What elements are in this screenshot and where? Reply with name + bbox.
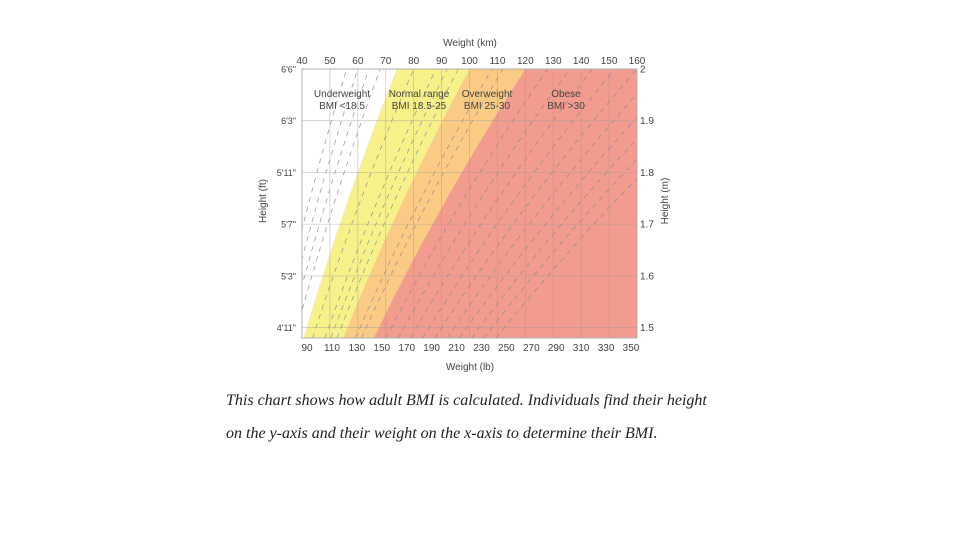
bmi-lines — [302, 69, 637, 338]
band-normal-range — [303, 69, 470, 338]
right-tick-label: 1.9 — [640, 116, 654, 127]
bmi-line-34 — [397, 69, 571, 338]
bottom-tick-label: 330 — [598, 343, 615, 354]
band-name-label: Normal range — [389, 89, 450, 100]
bmi-line-36 — [410, 69, 593, 338]
bmi-line-38 — [422, 69, 616, 338]
bottom-tick-label: 350 — [623, 343, 640, 354]
left-tick-label: 6'3" — [281, 116, 296, 126]
bottom-axis-tick-labels: 90 110 130 150 170 190 210 230 250 270 290 310 330 35… — [301, 343, 639, 354]
top-tick-label: 90 — [436, 56, 448, 67]
band-overweight — [343, 69, 526, 338]
bmi-line-16 — [302, 69, 370, 288]
right-axis-tick-labels: 2 1.9 1.8 1.7 1.6 1.5 — [640, 65, 654, 335]
bmi-line-32 — [385, 69, 549, 338]
right-tick-label: 1.7 — [640, 220, 654, 231]
left-tick-label: 6'6" — [281, 65, 296, 75]
bottom-tick-label: 90 — [301, 343, 313, 354]
bmi-chart: 40 50 60 70 80 90 100 110 120 130 140 150 160 90 110 1… — [258, 38, 671, 373]
bmi-line-28 — [361, 69, 504, 338]
bottom-tick-label: 170 — [398, 343, 415, 354]
bmi-line-20 — [312, 69, 415, 338]
bmi-line-24 — [336, 69, 459, 338]
bottom-axis-label: Weight (lb) — [446, 362, 494, 373]
bottom-tick-label: 210 — [448, 343, 465, 354]
band-range-label: BMI >30 — [547, 101, 585, 112]
right-tick-label: 1.8 — [640, 168, 654, 179]
bottom-tick-label: 270 — [523, 343, 540, 354]
right-tick-label: 1.5 — [640, 323, 654, 334]
top-tick-label: 120 — [517, 56, 534, 67]
bottom-tick-label: 150 — [373, 343, 390, 354]
bmi-line-27 — [355, 69, 493, 338]
top-tick-label: 160 — [629, 56, 646, 67]
band-range-label: BMI <18.5 — [319, 101, 365, 112]
band-range-label: BMI 25-30 — [464, 101, 511, 112]
left-tick-label: 4'11" — [277, 323, 296, 333]
top-axis-tick-labels: 40 50 60 70 80 90 100 110 120 130 140 150 160 — [296, 56, 645, 67]
band-name-label: Obese — [551, 89, 581, 100]
bottom-tick-label: 290 — [548, 343, 565, 354]
band-range-label: BMI 18.5-25 — [392, 101, 447, 112]
bmi-line-42 — [446, 93, 637, 338]
top-axis-label: Weight (km) — [443, 38, 497, 49]
bmi-line-14 — [302, 69, 348, 231]
plot-frame — [301, 68, 638, 339]
band-obese — [373, 69, 637, 338]
left-axis-label: Height (ft) — [258, 179, 269, 223]
bottom-tick-label: 310 — [573, 343, 590, 354]
left-tick-label: 5'11" — [277, 168, 296, 178]
band-name-label: Underweight — [314, 89, 370, 100]
bmi-line-23 — [330, 69, 448, 338]
top-tick-label: 130 — [545, 56, 562, 67]
bottom-tick-label: 250 — [498, 343, 515, 354]
left-tick-label: 5'3" — [281, 271, 296, 281]
left-axis-tick-labels: 6'6" 6'3" 5'11" 5'7" 5'3" 4'11" — [277, 65, 296, 334]
top-tick-label: 100 — [461, 56, 478, 67]
left-tick-label: 5'7" — [281, 220, 296, 230]
top-tick-label: 80 — [408, 56, 420, 67]
chart-caption: This chart shows how adult BMI is calcul… — [226, 392, 707, 442]
bottom-tick-label: 190 — [423, 343, 440, 354]
right-tick-label: 1.6 — [640, 271, 654, 282]
top-tick-label: 110 — [489, 56, 505, 67]
band-name-label: Overweight — [462, 89, 513, 100]
top-tick-label: 70 — [380, 56, 392, 67]
bmi-line-46 — [471, 138, 637, 338]
bmi-line-15 — [302, 69, 359, 261]
right-axis-label: Height (m) — [660, 178, 671, 225]
bottom-tick-label: 130 — [349, 343, 366, 354]
top-tick-label: 60 — [352, 56, 364, 67]
top-tick-label: 50 — [324, 56, 336, 67]
top-tick-label: 140 — [573, 56, 590, 67]
bmi-line-17 — [302, 69, 381, 312]
bottom-tick-label: 230 — [473, 343, 490, 354]
top-tick-label: 150 — [601, 56, 618, 67]
bmi-line-22 — [324, 69, 437, 338]
bmi-line-40 — [434, 69, 637, 338]
top-tick-label: 40 — [296, 56, 308, 67]
right-tick-label: 2 — [640, 65, 646, 76]
bottom-tick-label: 110 — [324, 343, 340, 354]
